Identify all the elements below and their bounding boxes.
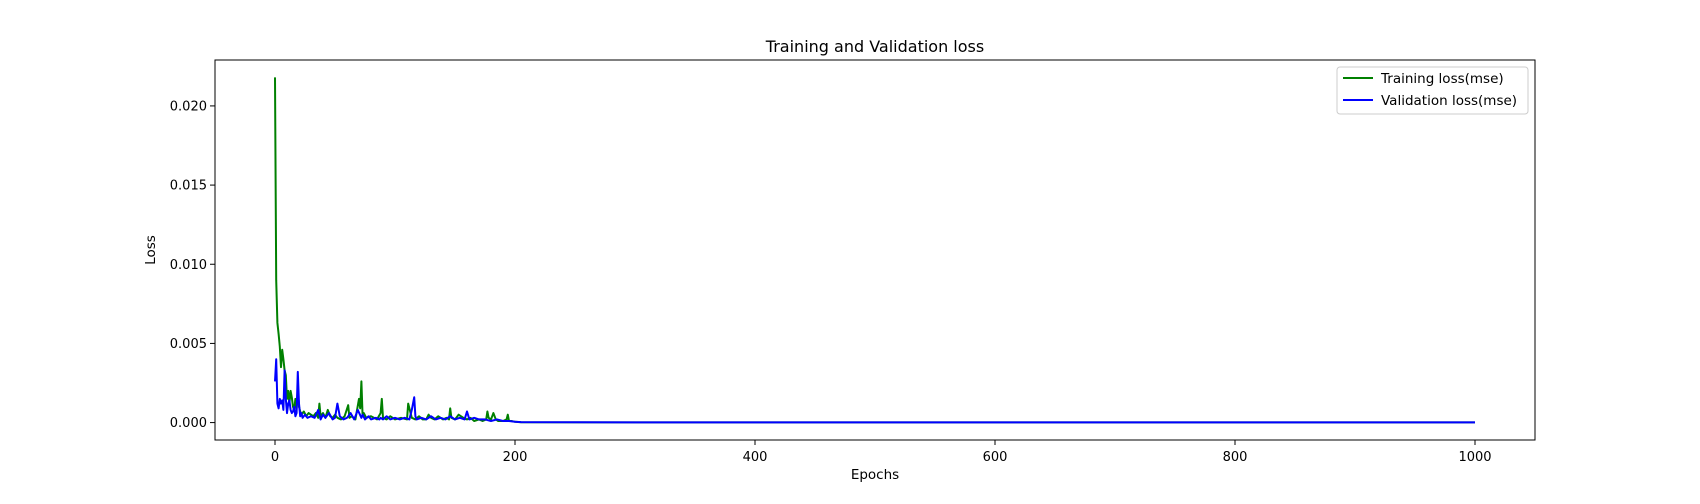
y-axis-ticks: 0.000 0.005 0.010 0.015 0.020 bbox=[170, 99, 215, 431]
x-tick-label: 1000 bbox=[1458, 450, 1491, 465]
chart-title: Training and Validation loss bbox=[765, 37, 984, 56]
legend-label-validation: Validation loss(mse) bbox=[1381, 93, 1517, 109]
y-tick-label: 0.010 bbox=[170, 258, 207, 273]
y-axis-label: Loss bbox=[143, 235, 159, 265]
x-tick-label: 200 bbox=[503, 450, 528, 465]
y-tick-label: 0.000 bbox=[170, 416, 207, 431]
x-axis-label: Epochs bbox=[851, 467, 899, 483]
x-tick-label: 800 bbox=[1223, 450, 1248, 465]
y-tick-label: 0.015 bbox=[170, 179, 207, 194]
validation-loss-line bbox=[274, 358, 1475, 424]
x-tick-label: 0 bbox=[271, 450, 279, 465]
x-axis-ticks: 0 200 400 600 800 1000 bbox=[271, 440, 1492, 465]
legend: Training loss(mse) Validation loss(mse) bbox=[1336, 66, 1529, 115]
y-tick-label: 0.005 bbox=[170, 337, 207, 352]
legend-label-training: Training loss(mse) bbox=[1380, 71, 1504, 87]
y-tick-label: 0.020 bbox=[170, 99, 207, 114]
plot-layer bbox=[274, 77, 1475, 424]
x-tick-label: 600 bbox=[983, 450, 1008, 465]
x-tick-label: 400 bbox=[743, 450, 768, 465]
training-loss-line bbox=[274, 77, 1475, 424]
legend-box bbox=[1336, 66, 1529, 115]
plot-area-frame bbox=[214, 59, 1536, 441]
